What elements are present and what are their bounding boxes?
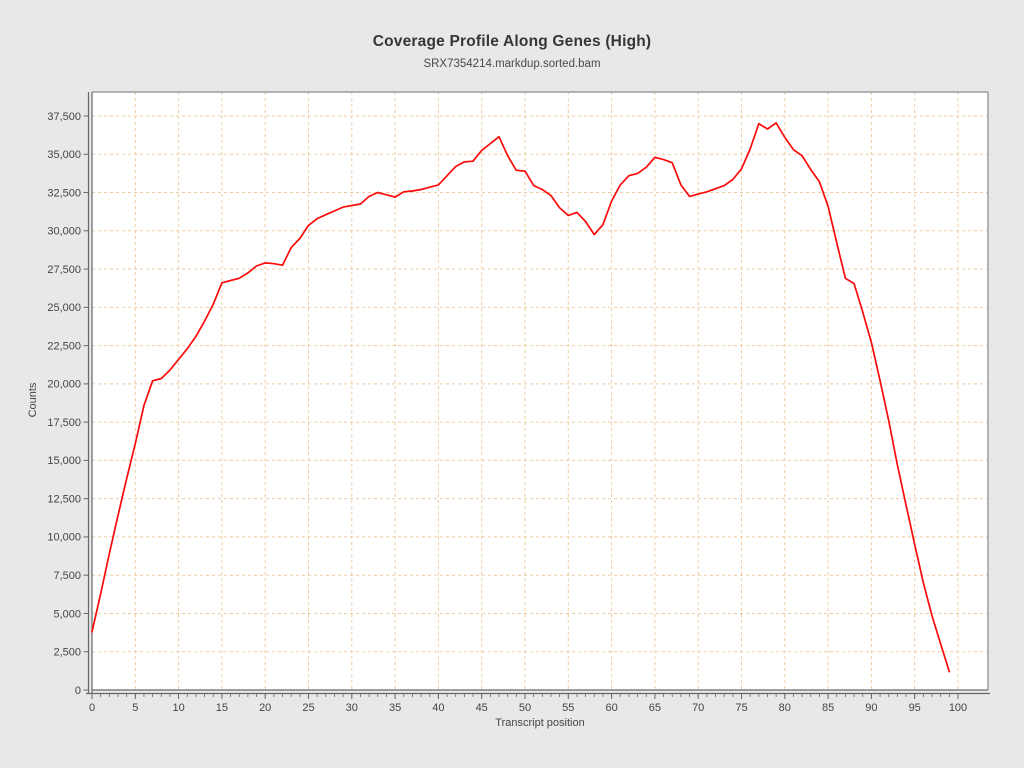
x-tick-label: 65 (649, 702, 661, 714)
y-tick-label: 5,000 (53, 608, 81, 620)
y-tick-label: 37,500 (47, 111, 81, 123)
x-tick-label: 90 (865, 702, 877, 714)
y-axis-title: Counts (27, 382, 39, 418)
y-tick-label: 25,000 (47, 302, 81, 314)
y-tick-label: 22,500 (47, 340, 81, 352)
x-tick-label: 10 (172, 702, 184, 714)
chart-subtitle: SRX7354214.markdup.sorted.bam (423, 58, 601, 70)
y-tick-label: 10,000 (47, 532, 81, 544)
coverage-line (91, 122, 951, 673)
y-tick-label: 20,000 (47, 379, 81, 391)
x-tick-label: 95 (909, 702, 921, 714)
x-tick-label: 55 (562, 702, 574, 714)
x-tick-label: 40 (432, 702, 444, 714)
y-tick-label: 30,000 (47, 226, 81, 238)
y-tick-label: 7,500 (53, 570, 81, 582)
x-tick-label: 45 (476, 702, 488, 714)
y-tick-label: 32,500 (47, 187, 81, 199)
y-tick-label: 2,500 (53, 647, 81, 659)
x-axis-title: Transcript position (495, 717, 585, 729)
y-tick-label: 27,500 (47, 264, 81, 276)
y-tick-label: 17,500 (47, 417, 81, 429)
x-tick-label: 50 (519, 702, 531, 714)
plot-area (92, 92, 988, 690)
x-tick-label: 100 (949, 702, 967, 714)
x-tick-label: 25 (302, 702, 314, 714)
chart-title: Coverage Profile Along Genes (High) (372, 33, 652, 50)
x-tick-label: 0 (89, 702, 95, 714)
y-tick-label: 12,500 (47, 493, 81, 505)
y-tick-label: 35,000 (47, 149, 81, 161)
x-tick-label: 75 (735, 702, 747, 714)
x-tick-label: 80 (779, 702, 791, 714)
y-tick-label: 0 (75, 685, 81, 697)
x-tick-label: 15 (216, 702, 228, 714)
x-tick-label: 35 (389, 702, 401, 714)
x-tick-label: 70 (692, 702, 704, 714)
x-tick-label: 85 (822, 702, 834, 714)
x-tick-label: 20 (259, 702, 271, 714)
y-tick-label: 15,000 (47, 455, 81, 467)
x-tick-label: 30 (346, 702, 358, 714)
x-tick-label: 5 (132, 702, 138, 714)
x-tick-label: 60 (605, 702, 617, 714)
